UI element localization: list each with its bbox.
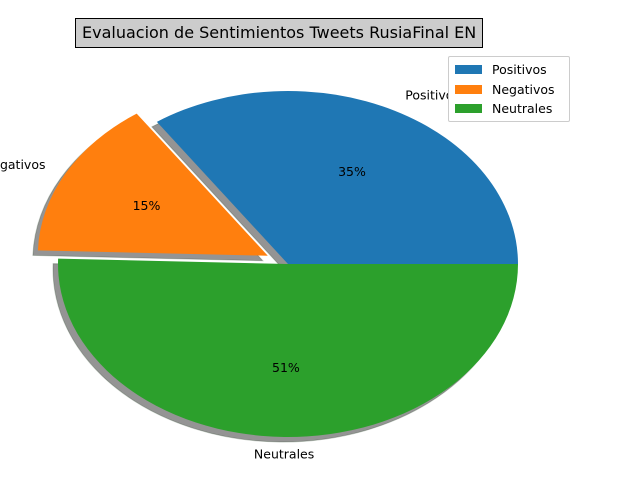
slice-negativos	[37, 113, 268, 256]
legend-label-negativos: Negativos	[492, 81, 555, 97]
slice-neutrales	[57, 258, 518, 437]
chart-title: Evaluacion de Sentimientos Tweets RusiaF…	[75, 18, 484, 48]
legend-label-positivos: Positivos	[492, 62, 547, 78]
legend-item-neutrales: Neutrales	[455, 99, 563, 119]
slice-percent-neutrales: 51%	[272, 360, 300, 375]
slice-labels: Positivos Negativos Neutrales	[0, 87, 460, 461]
legend-swatch-neutrales	[455, 104, 482, 114]
slice-label-neutrales: Neutrales	[254, 446, 314, 461]
legend-label-neutrales: Neutrales	[492, 101, 553, 117]
legend: Positivos Negativos Neutrales	[448, 56, 570, 122]
legend-swatch-positivos	[455, 65, 482, 75]
slice-label-negativos: Negativos	[0, 157, 46, 172]
slice-percent-positivos: 35%	[338, 164, 366, 179]
slice-percent-negativos: 15%	[133, 198, 161, 213]
legend-item-positivos: Positivos	[455, 60, 563, 80]
slice-positivos	[156, 90, 518, 264]
slices	[37, 90, 518, 437]
legend-swatch-negativos	[455, 84, 482, 94]
slice-percent-labels: 35% 15% 51%	[133, 164, 366, 375]
legend-item-negativos: Negativos	[455, 80, 563, 100]
slice-label-positivos: Positivos	[405, 87, 460, 102]
